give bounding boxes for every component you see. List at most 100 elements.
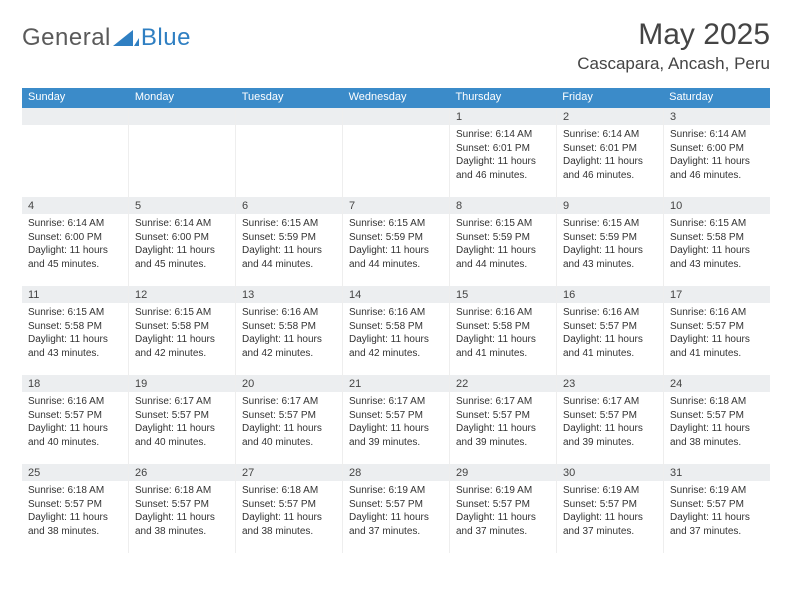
- day-number: 4: [22, 200, 40, 212]
- sunset: Sunset: 6:00 PM: [135, 231, 229, 245]
- sunrise: Sunrise: 6:17 AM: [135, 395, 229, 409]
- day-cell: 8 Sunrise: 6:15 AMSunset: 5:59 PMDaylight…: [450, 197, 557, 286]
- dow-tue: Tuesday: [236, 88, 343, 108]
- dow-fri: Friday: [556, 88, 663, 108]
- sunrise: Sunrise: 6:19 AM: [563, 484, 657, 498]
- day-content: Sunrise: 6:17 AMSunset: 5:57 PMDaylight:…: [557, 392, 663, 453]
- day-number: 9: [557, 200, 575, 212]
- sunrise: Sunrise: 6:18 AM: [242, 484, 336, 498]
- title-block: May 2025 Cascapara, Ancash, Peru: [577, 18, 770, 74]
- sunrise: Sunrise: 6:18 AM: [28, 484, 122, 498]
- day-number: 6: [236, 200, 254, 212]
- daynum-row: 24: [664, 375, 770, 392]
- day-content: Sunrise: 6:15 AMSunset: 5:59 PMDaylight:…: [450, 214, 556, 275]
- daynum-row: 21: [343, 375, 449, 392]
- daylight: Daylight: 11 hours and 37 minutes.: [563, 511, 657, 538]
- dow-sun: Sunday: [22, 88, 129, 108]
- day-cell: 1 Sunrise: 6:14 AMSunset: 6:01 PMDaylight…: [450, 108, 557, 197]
- daylight: Daylight: 11 hours and 44 minutes.: [349, 244, 443, 271]
- sunrise: Sunrise: 6:15 AM: [563, 217, 657, 231]
- day-cell: 27 Sunrise: 6:18 AMSunset: 5:57 PMDayligh…: [236, 464, 343, 553]
- day-cell: [343, 108, 450, 197]
- day-number: 27: [236, 467, 260, 479]
- sunrise: Sunrise: 6:17 AM: [242, 395, 336, 409]
- daylight: Daylight: 11 hours and 45 minutes.: [135, 244, 229, 271]
- day-content: Sunrise: 6:16 AMSunset: 5:58 PMDaylight:…: [343, 303, 449, 364]
- sunrise: Sunrise: 6:16 AM: [563, 306, 657, 320]
- day-cell: 25Sunrise: 6:18 AMSunset: 5:57 PMDayligh…: [22, 464, 129, 553]
- day-content: Sunrise: 6:15 AMSunset: 5:58 PMDaylight:…: [664, 214, 770, 275]
- daylight: Daylight: 11 hours and 41 minutes.: [670, 333, 764, 360]
- day-number: 21: [343, 378, 367, 390]
- sunrise: Sunrise: 6:16 AM: [456, 306, 550, 320]
- sunset: Sunset: 5:58 PM: [242, 320, 336, 334]
- day-number: 30: [557, 467, 581, 479]
- daylight: Daylight: 11 hours and 41 minutes.: [456, 333, 550, 360]
- sunset: Sunset: 5:57 PM: [563, 498, 657, 512]
- week-row: 25Sunrise: 6:18 AMSunset: 5:57 PMDayligh…: [22, 464, 770, 553]
- day-number: 2: [557, 111, 575, 123]
- sunrise: Sunrise: 6:14 AM: [670, 128, 764, 142]
- logo-text-general: General: [22, 24, 111, 52]
- day-content: Sunrise: 6:14 AMSunset: 6:01 PMDaylight:…: [450, 125, 556, 186]
- day-content: Sunrise: 6:18 AMSunset: 5:57 PMDaylight:…: [664, 392, 770, 453]
- day-content: Sunrise: 6:18 AMSunset: 5:57 PMDaylight:…: [236, 481, 342, 542]
- sunset: Sunset: 5:57 PM: [456, 498, 550, 512]
- sunset: Sunset: 5:58 PM: [135, 320, 229, 334]
- day-content: Sunrise: 6:15 AMSunset: 5:59 PMDaylight:…: [343, 214, 449, 275]
- day-content: Sunrise: 6:15 AMSunset: 5:58 PMDaylight:…: [129, 303, 235, 364]
- day-number: 24: [664, 378, 688, 390]
- day-number: 7: [343, 200, 361, 212]
- day-content: Sunrise: 6:19 AMSunset: 5:57 PMDaylight:…: [664, 481, 770, 542]
- daylight: Daylight: 11 hours and 43 minutes.: [28, 333, 122, 360]
- day-content: Sunrise: 6:16 AMSunset: 5:58 PMDaylight:…: [450, 303, 556, 364]
- sunset: Sunset: 6:01 PM: [563, 142, 657, 156]
- month-title: May 2025: [577, 18, 770, 52]
- day-number: 20: [236, 378, 260, 390]
- day-content: Sunrise: 6:16 AMSunset: 5:57 PMDaylight:…: [22, 392, 128, 453]
- sunrise: Sunrise: 6:14 AM: [28, 217, 122, 231]
- daylight: Daylight: 11 hours and 40 minutes.: [28, 422, 122, 449]
- sunset: Sunset: 5:57 PM: [135, 498, 229, 512]
- day-cell: 3Sunrise: 6:14 AMSunset: 6:00 PMDaylight…: [664, 108, 770, 197]
- sunset: Sunset: 5:57 PM: [456, 409, 550, 423]
- day-number: 17: [664, 289, 688, 301]
- sunset: Sunset: 5:57 PM: [135, 409, 229, 423]
- day-number: 1: [450, 111, 468, 123]
- day-cell: 26Sunrise: 6:18 AMSunset: 5:57 PMDayligh…: [129, 464, 236, 553]
- day-number: 29: [450, 467, 474, 479]
- day-content: Sunrise: 6:16 AMSunset: 5:57 PMDaylight:…: [664, 303, 770, 364]
- day-content: Sunrise: 6:19 AMSunset: 5:57 PMDaylight:…: [343, 481, 449, 542]
- day-cell: 14Sunrise: 6:16 AMSunset: 5:58 PMDayligh…: [343, 286, 450, 375]
- day-cell: 22Sunrise: 6:17 AMSunset: 5:57 PMDayligh…: [450, 375, 557, 464]
- day-cell: 13Sunrise: 6:16 AMSunset: 5:58 PMDayligh…: [236, 286, 343, 375]
- daynum-row: [343, 108, 449, 125]
- day-content: [236, 125, 342, 132]
- day-content: [129, 125, 235, 132]
- sunrise: Sunrise: 6:16 AM: [349, 306, 443, 320]
- day-cell: 30 Sunrise: 6:19 AMSunset: 5:57 PMDayligh…: [557, 464, 664, 553]
- day-cell: 29Sunrise: 6:19 AMSunset: 5:57 PMDayligh…: [450, 464, 557, 553]
- day-cell: 23 Sunrise: 6:17 AMSunset: 5:57 PMDayligh…: [557, 375, 664, 464]
- daylight: Daylight: 11 hours and 42 minutes.: [135, 333, 229, 360]
- daynum-row: 19: [129, 375, 235, 392]
- day-content: Sunrise: 6:18 AMSunset: 5:57 PMDaylight:…: [22, 481, 128, 542]
- day-cell: 17 Sunrise: 6:16 AMSunset: 5:57 PMDayligh…: [664, 286, 770, 375]
- daynum-row: 27: [236, 464, 342, 481]
- sunset: Sunset: 5:57 PM: [670, 498, 764, 512]
- daynum-row: [129, 108, 235, 125]
- sunset: Sunset: 5:57 PM: [563, 320, 657, 334]
- dow-mon: Monday: [129, 88, 236, 108]
- sunset: Sunset: 6:00 PM: [670, 142, 764, 156]
- day-cell: 10 Sunrise: 6:15 AMSunset: 5:58 PMDayligh…: [664, 197, 770, 286]
- daylight: Daylight: 11 hours and 38 minutes.: [135, 511, 229, 538]
- day-number: 10: [664, 200, 688, 212]
- sunrise: Sunrise: 6:14 AM: [563, 128, 657, 142]
- day-number: 8: [450, 200, 468, 212]
- daynum-row: 9: [557, 197, 663, 214]
- day-cell: [129, 108, 236, 197]
- day-cell: 16Sunrise: 6:16 AMSunset: 5:57 PMDayligh…: [557, 286, 664, 375]
- daynum-row: 3: [664, 108, 770, 125]
- daylight: Daylight: 11 hours and 42 minutes.: [242, 333, 336, 360]
- day-number: 23: [557, 378, 581, 390]
